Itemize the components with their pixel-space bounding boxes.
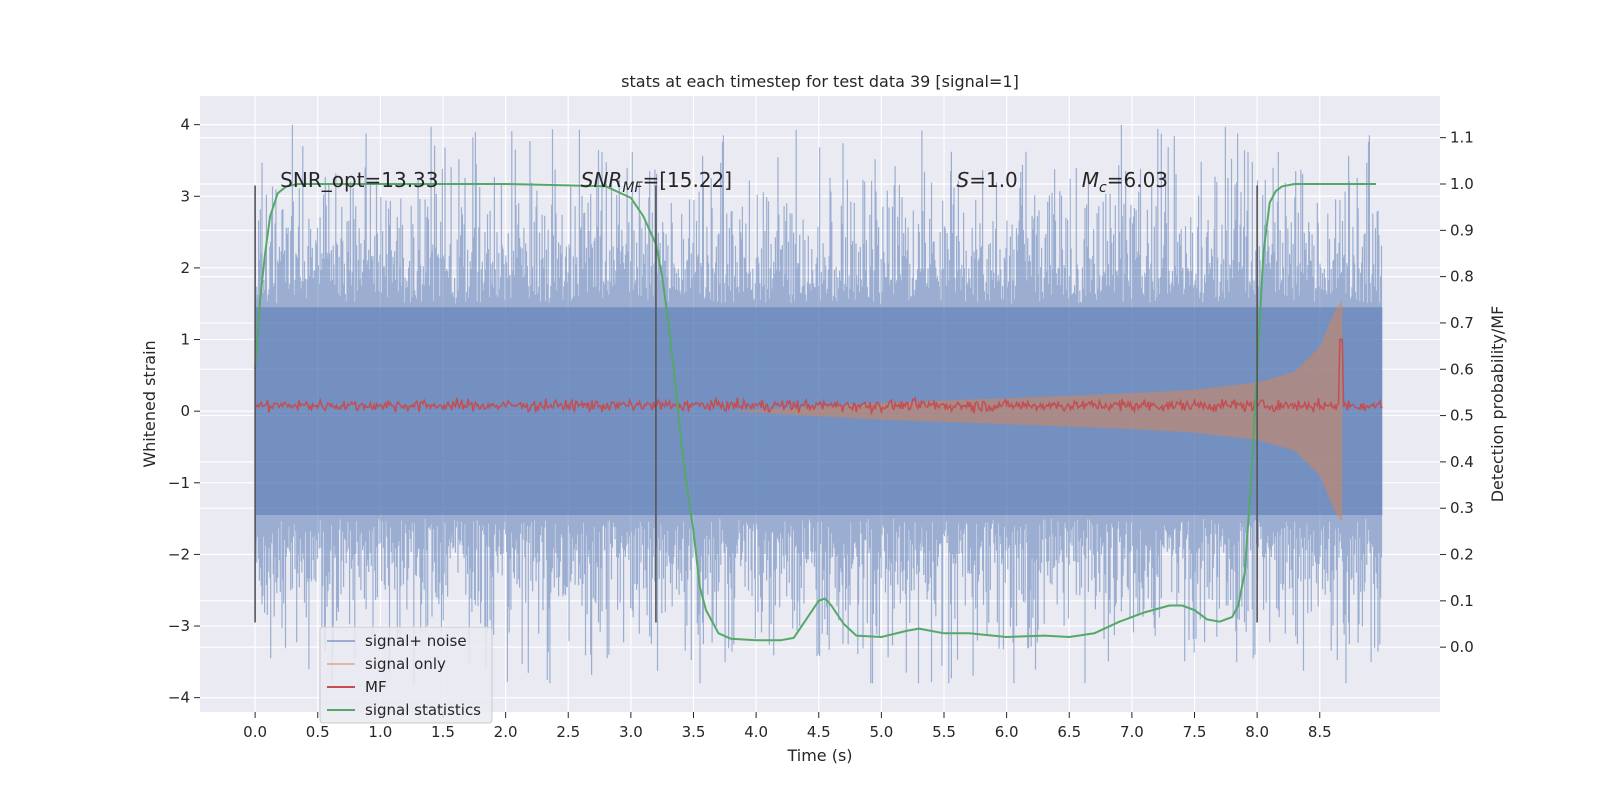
y2-tick-label: 0.2 xyxy=(1450,546,1474,564)
y-tick-label: 4 xyxy=(180,116,190,134)
annotation: Mc=6.03 xyxy=(1082,168,1168,196)
x-tick-label: 2.5 xyxy=(556,723,580,741)
y-tick-label: −4 xyxy=(168,689,190,707)
legend: signal+ noise signal only MF signal statist… xyxy=(319,626,493,724)
y-tick-label: 3 xyxy=(180,187,190,205)
x-tick-label: 5.5 xyxy=(932,723,956,741)
series-signal-statistics xyxy=(254,183,1377,642)
chart-title: stats at each timestep for test data 39 … xyxy=(621,72,1019,91)
legend-label: MF xyxy=(365,678,387,696)
y2-tick-label: 1.1 xyxy=(1450,129,1474,147)
y2-tick-label: 0.3 xyxy=(1450,499,1474,517)
annotation: SNRMF=[15.22] xyxy=(581,168,732,196)
x-tick-label: 0.5 xyxy=(306,723,330,741)
x-tick-label: 6.0 xyxy=(995,723,1019,741)
x-tick-label: 2.0 xyxy=(494,723,518,741)
x-tick-label: 0.0 xyxy=(243,723,267,741)
y-axis-label: Whitened strain xyxy=(140,340,159,467)
y2-tick-label: 0.6 xyxy=(1450,360,1474,378)
x-tick-label: 7.5 xyxy=(1183,723,1207,741)
y2-tick-label: 1.0 xyxy=(1450,175,1474,193)
axis-ticks: 0.0 0.5 1.0 1.5 2.0 2.5 3.0 3.5 4.0 4.5 5.0 5.5 6.0 6… xyxy=(168,116,1474,741)
x-tick-label: 3.0 xyxy=(619,723,643,741)
y2-tick-label: 0.8 xyxy=(1450,268,1474,286)
vertical-markers xyxy=(254,185,1258,623)
legend-box xyxy=(319,626,493,724)
y2-tick-label: 0.0 xyxy=(1450,638,1474,656)
annotations: SNR_opt=13.33 SNRMF=[15.22] S=1.0 Mc=6.03 xyxy=(280,168,1168,196)
legend-label: signal statistics xyxy=(365,701,481,719)
x-tick-label: 7.0 xyxy=(1120,723,1144,741)
x-tick-label: 8.5 xyxy=(1308,723,1332,741)
x-tick-label: 4.0 xyxy=(744,723,768,741)
x-tick-label: 1.5 xyxy=(431,723,455,741)
x-tick-label: 8.0 xyxy=(1245,723,1269,741)
legend-label: signal+ noise xyxy=(365,632,467,650)
y-tick-label: −3 xyxy=(168,617,190,635)
annotation: S=1.0 xyxy=(957,168,1018,192)
y-tick-label: 0 xyxy=(180,402,190,420)
x-axis-label: Time (s) xyxy=(786,746,852,765)
x-tick-label: 3.5 xyxy=(682,723,706,741)
x-tick-label: 4.5 xyxy=(807,723,831,741)
y2-tick-label: 0.7 xyxy=(1450,314,1474,332)
y2-tick-label: 0.5 xyxy=(1450,407,1474,425)
y2-axis-label: Detection probability/MF xyxy=(1488,306,1507,503)
legend-label: signal only xyxy=(365,655,446,673)
y-tick-label: 1 xyxy=(180,331,190,349)
annotation: SNR_opt=13.33 xyxy=(280,168,438,192)
x-tick-label: 5.0 xyxy=(869,723,893,741)
y-tick-label: 2 xyxy=(180,259,190,277)
y2-tick-label: 0.1 xyxy=(1450,592,1474,610)
x-tick-label: 1.0 xyxy=(368,723,392,741)
y-tick-label: −2 xyxy=(168,545,190,563)
y2-tick-label: 0.9 xyxy=(1450,221,1474,239)
y2-tick-label: 0.4 xyxy=(1450,453,1474,471)
x-tick-label: 6.5 xyxy=(1057,723,1081,741)
y-tick-label: −1 xyxy=(168,474,190,492)
series-mf xyxy=(254,338,1383,416)
data-layer xyxy=(254,124,1383,684)
